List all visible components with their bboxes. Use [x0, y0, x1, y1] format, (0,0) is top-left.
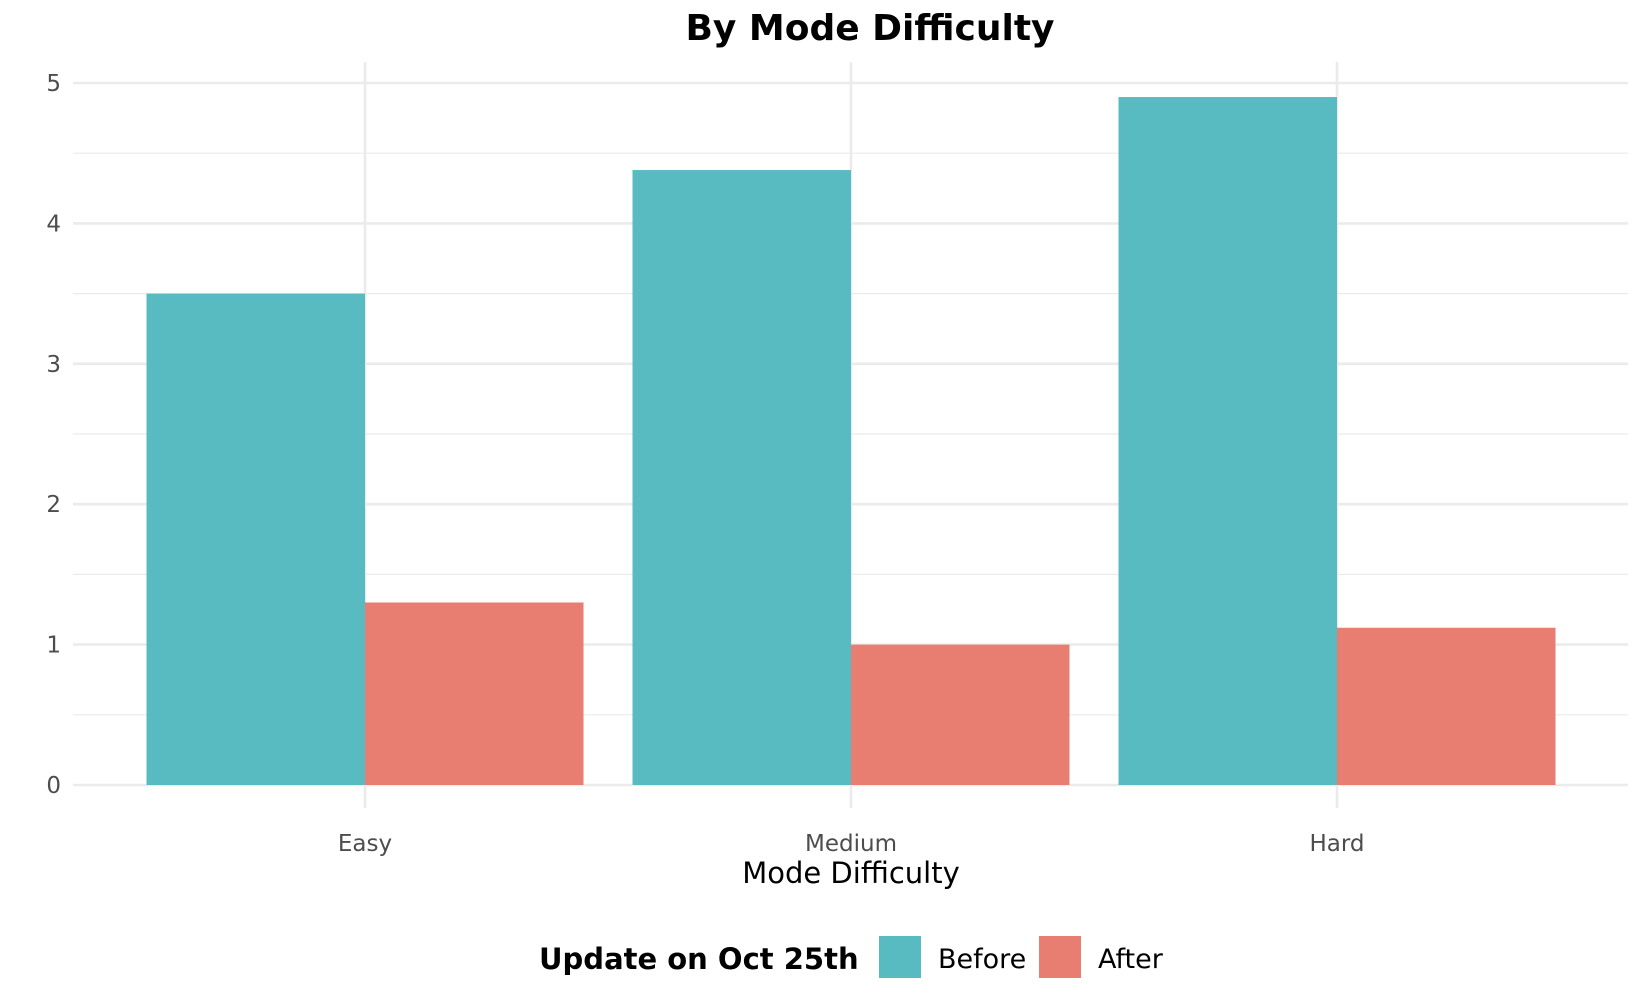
bars: [146, 97, 1556, 786]
legend-label-before: Before: [938, 944, 1026, 975]
bar-after-medium: [851, 644, 1070, 785]
y-tick-label: 1: [46, 633, 61, 659]
legend-swatch-before: [879, 936, 921, 978]
bar-after-hard: [1337, 627, 1556, 785]
chart-title: By Mode Difficulty: [685, 8, 1054, 49]
bar-before-easy: [146, 293, 365, 785]
legend-title: Update on Oct 25th: [539, 942, 859, 976]
bar-before-medium: [632, 170, 851, 786]
x-tick-label: Easy: [338, 831, 392, 857]
bar-after-easy: [365, 602, 584, 785]
legend: Update on Oct 25th Before After: [539, 936, 1164, 978]
y-axis-ticks: 0 1 2 3 4 5: [46, 71, 61, 799]
y-tick-label: 4: [46, 211, 61, 237]
legend-label-after: After: [1098, 944, 1164, 975]
x-tick-label: Hard: [1309, 831, 1364, 857]
bar-before-hard: [1118, 97, 1337, 786]
x-axis-title: Mode Difficulty: [742, 856, 960, 890]
x-axis-ticks: Easy Medium Hard: [338, 831, 1365, 857]
y-tick-label: 2: [46, 492, 61, 518]
legend-swatch-after: [1039, 936, 1081, 978]
x-tick-label: Medium: [805, 831, 897, 857]
y-tick-label: 3: [46, 352, 61, 378]
y-tick-label: 0: [46, 773, 61, 799]
y-tick-label: 5: [46, 71, 61, 97]
